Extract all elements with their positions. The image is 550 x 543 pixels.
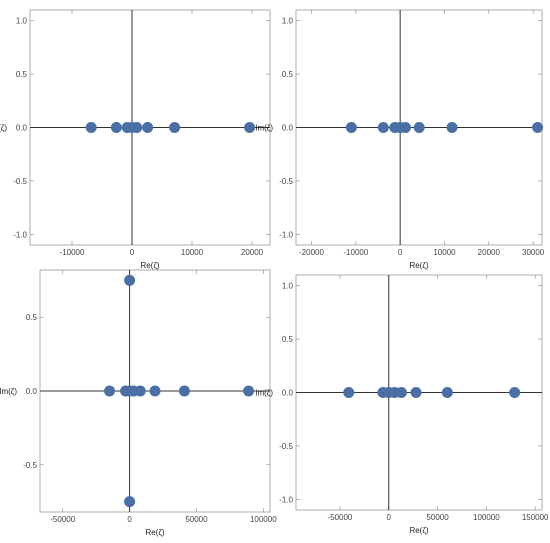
- x-axis-label: Re(ζ): [140, 261, 159, 270]
- data-point: [532, 122, 544, 133]
- x-tick-label: 20000: [478, 248, 501, 257]
- data-point: [85, 122, 97, 133]
- data-point: [413, 122, 425, 133]
- x-tick-label: 10000: [433, 248, 456, 257]
- data-point: [124, 496, 136, 508]
- data-point: [131, 122, 143, 133]
- y-tick-label: 0.0: [282, 124, 294, 133]
- data-point: [178, 385, 190, 397]
- data-point: [110, 122, 122, 133]
- data-point: [104, 385, 116, 397]
- x-tick-label: -10000: [343, 248, 368, 257]
- data-point: [142, 122, 154, 133]
- x-tick-label: -10000: [60, 248, 85, 257]
- x-tick-label: 50000: [185, 515, 208, 524]
- data-point: [343, 387, 355, 398]
- data-point: [124, 274, 136, 286]
- y-tick-label: -1.0: [279, 230, 293, 239]
- data-point: [149, 385, 161, 397]
- scatter-panel-3: -50000 0 50000 100000 0.5 0.0 -0.5 Re(ζ) Im(ζ): [0, 269, 277, 537]
- x-tick-label: -50000: [327, 513, 352, 522]
- x-tick-label: 150000: [522, 513, 549, 522]
- data-point: [509, 387, 521, 398]
- y-axis-label: Im(ζ): [0, 124, 7, 133]
- y-tick-label: -0.5: [13, 177, 27, 186]
- x-tick-label: 0: [387, 513, 392, 522]
- x-tick-label: 20000: [241, 248, 264, 257]
- y-axis-label: Im(ζ): [255, 124, 273, 133]
- y-axis-label: Im(ζ): [255, 389, 273, 398]
- data-point: [345, 122, 357, 133]
- scatter-panel-4: -50000 0 50000 100000 150000 1.0 0.5 0.0 -0.5 -1.…: [255, 274, 549, 535]
- x-tick-label: 0: [130, 248, 135, 257]
- y-tick-label: 0.5: [26, 313, 38, 322]
- data-point: [169, 122, 181, 133]
- x-axis-label: Re(ζ): [409, 526, 428, 535]
- y-tick-label: -0.5: [279, 177, 293, 186]
- x-tick-label: 10000: [181, 248, 204, 257]
- scatter-panel-2: -20000 -10000 0 10000 20000 30000 1.0 0.5 0.0 -0.…: [255, 9, 545, 270]
- y-tick-label: 1.0: [282, 17, 294, 26]
- data-point: [377, 122, 389, 133]
- y-tick-label: -0.5: [23, 461, 37, 470]
- scatter-panel-1: -10000 0 10000 20000 1.0 0.5 0.0 -0.5 -1.0 Re(ζ) I…: [0, 9, 271, 270]
- x-tick-label: 50000: [426, 513, 449, 522]
- data-point: [395, 387, 407, 398]
- x-tick-label: 0: [127, 515, 132, 524]
- x-tick-label: -20000: [299, 248, 324, 257]
- y-tick-label: 0.0: [282, 389, 294, 398]
- y-axis-label: Im(ζ): [0, 387, 17, 396]
- x-tick-label: -50000: [50, 515, 75, 524]
- data-point: [446, 122, 458, 133]
- x-tick-label: 30000: [522, 248, 545, 257]
- data-point: [134, 385, 146, 397]
- y-tick-label: -1.0: [13, 230, 27, 239]
- y-tick-label: 0.0: [26, 387, 38, 396]
- x-tick-label: 0: [398, 248, 403, 257]
- data-point: [244, 122, 256, 133]
- y-tick-label: 0.0: [16, 124, 28, 133]
- data-point: [441, 387, 453, 398]
- x-axis-label: Re(ζ): [145, 528, 164, 537]
- data-point: [410, 387, 422, 398]
- x-tick-label: 100000: [473, 513, 500, 522]
- y-tick-label: 1.0: [16, 17, 28, 26]
- y-tick-label: -0.5: [279, 442, 293, 451]
- y-tick-label: 0.5: [16, 70, 28, 79]
- y-tick-label: -1.0: [279, 495, 293, 504]
- x-axis-label: Re(ζ): [409, 261, 428, 270]
- x-tick-label: 100000: [250, 515, 277, 524]
- y-tick-label: 1.0: [282, 282, 294, 291]
- y-tick-label: 0.5: [282, 335, 294, 344]
- data-point: [399, 122, 411, 133]
- data-point: [243, 385, 255, 397]
- y-tick-label: 0.5: [282, 70, 294, 79]
